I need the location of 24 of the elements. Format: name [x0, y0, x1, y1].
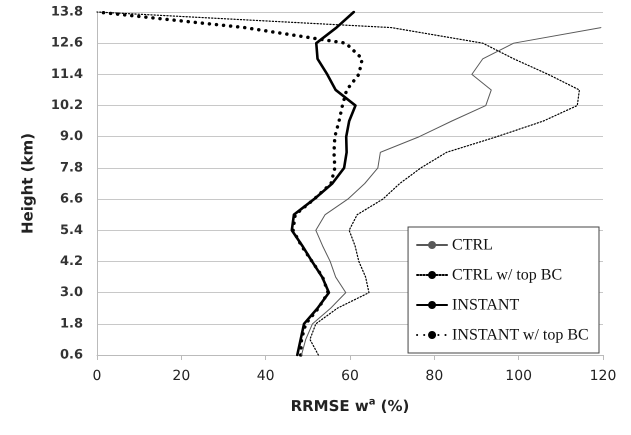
- x-tick-label: 20: [172, 368, 190, 384]
- legend-label: CTRL: [452, 236, 493, 254]
- x-tick-label: 60: [341, 368, 359, 384]
- y-tick-label: 11.4: [50, 66, 83, 82]
- y-tick-label: 6.6: [60, 192, 83, 207]
- legend-label: INSTANT w/ top BC: [452, 326, 589, 344]
- y-tick-label: 4.2: [60, 254, 83, 269]
- y-tick-label: 9.0: [60, 129, 83, 144]
- y-tick-label: 1.8: [60, 316, 83, 332]
- y-tick-label: 0.6: [60, 348, 83, 362]
- x-tick-label: 120: [590, 368, 616, 384]
- x-tick-label: 0: [92, 368, 102, 384]
- y-tick-label: 10.2: [50, 98, 83, 114]
- legend-label: CTRL w/ top BC: [452, 266, 562, 284]
- y-tick-label: 13.8: [50, 4, 83, 20]
- x-tick-label: 100: [505, 368, 532, 384]
- y-tick-label: 5.4: [60, 222, 83, 238]
- x-tick-label: 40: [256, 368, 275, 384]
- y-axis-title: Height (km): [18, 133, 36, 234]
- y-tick-label: 12.6: [50, 36, 83, 51]
- legend-label: INSTANT: [452, 296, 520, 314]
- y-tick-label: 3.0: [60, 285, 83, 300]
- y-tick-label: 7.8: [60, 160, 83, 176]
- x-tick-label: 80: [425, 368, 444, 384]
